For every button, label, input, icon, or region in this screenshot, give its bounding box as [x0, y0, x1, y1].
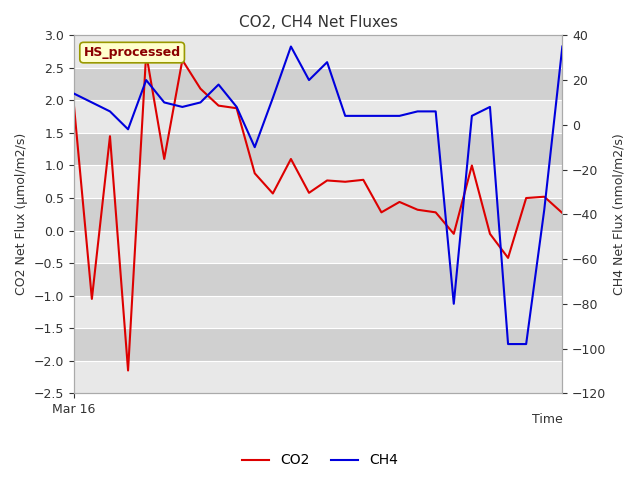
CH4 [88, 99, 96, 105]
Bar [74, 263, 563, 296]
CO2 [522, 195, 530, 201]
Line: CO2: CO2 [74, 54, 563, 371]
CH4 [196, 99, 204, 105]
CO2 [396, 199, 403, 205]
Y-axis label: CH4 Net Flux (nmol/m2/s): CH4 Net Flux (nmol/m2/s) [612, 133, 625, 295]
CH4 [504, 341, 512, 347]
CH4 [540, 207, 548, 213]
CH4 [214, 82, 222, 87]
Bar [74, 68, 563, 100]
CO2 [504, 255, 512, 261]
CO2 [468, 163, 476, 168]
Bar [74, 361, 563, 393]
Bar [74, 230, 563, 263]
CH4 [396, 113, 403, 119]
CO2 [559, 210, 566, 216]
CO2 [196, 86, 204, 92]
Line: CH4: CH4 [74, 47, 563, 344]
CO2 [360, 177, 367, 183]
CH4 [413, 108, 421, 114]
CH4 [142, 77, 150, 83]
CH4 [179, 104, 186, 110]
CH4 [378, 113, 385, 119]
CH4 [360, 113, 367, 119]
CH4 [486, 104, 494, 110]
CO2 [432, 209, 440, 215]
CH4 [522, 341, 530, 347]
CH4 [161, 99, 168, 105]
CH4 [287, 44, 295, 49]
Bar [74, 166, 563, 198]
CH4 [432, 108, 440, 114]
CO2 [142, 51, 150, 57]
Y-axis label: CO2 Net Flux (μmol/m2/s): CO2 Net Flux (μmol/m2/s) [15, 133, 28, 295]
CO2 [233, 105, 241, 111]
CH4 [341, 113, 349, 119]
CO2 [413, 207, 421, 213]
CO2 [269, 191, 276, 196]
CO2 [378, 209, 385, 215]
CO2 [450, 231, 458, 237]
CO2 [179, 57, 186, 63]
Bar [74, 100, 563, 133]
CO2 [341, 179, 349, 185]
CH4 [305, 77, 313, 83]
CO2 [305, 190, 313, 196]
CO2 [124, 368, 132, 373]
CO2 [540, 194, 548, 200]
Bar [74, 36, 563, 68]
Bar [74, 198, 563, 230]
CH4 [106, 108, 114, 114]
Text: HS_processed: HS_processed [84, 46, 180, 59]
CH4 [450, 301, 458, 307]
Bar [74, 296, 563, 328]
CH4 [233, 104, 241, 110]
CH4 [269, 95, 276, 101]
CO2 [486, 231, 494, 237]
CO2 [287, 156, 295, 162]
Text: Time: Time [532, 413, 563, 426]
CH4 [559, 44, 566, 49]
CO2 [161, 156, 168, 162]
CO2 [106, 133, 114, 139]
Bar [74, 328, 563, 361]
Bar [74, 133, 563, 166]
CH4 [124, 126, 132, 132]
CO2 [323, 178, 331, 183]
CO2 [88, 296, 96, 302]
Title: CO2, CH4 Net Fluxes: CO2, CH4 Net Fluxes [239, 15, 397, 30]
CO2 [70, 101, 77, 107]
CH4 [323, 60, 331, 65]
CH4 [70, 91, 77, 96]
Legend: CO2, CH4: CO2, CH4 [236, 448, 404, 473]
CH4 [468, 113, 476, 119]
CH4 [251, 144, 259, 150]
CO2 [251, 170, 259, 176]
CO2 [214, 103, 222, 108]
